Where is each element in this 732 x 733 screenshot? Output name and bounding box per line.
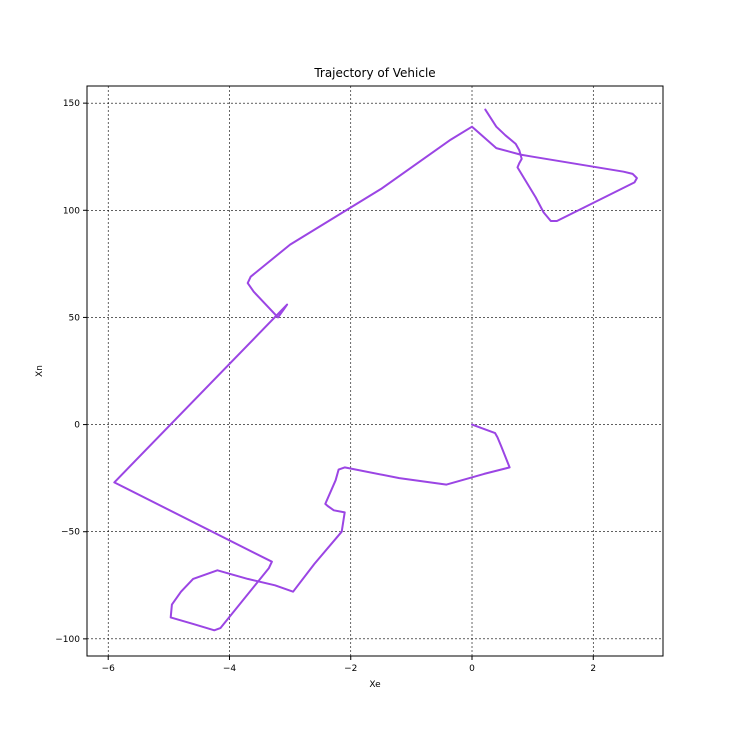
y-axis-label: Xn xyxy=(35,365,45,377)
axis-ticks: −6 −4 −2 0 2 −100 −50 0 50 100 150 xyxy=(55,99,596,674)
plot-area xyxy=(87,86,663,656)
x-tick-label: −4 xyxy=(223,664,237,674)
chart-title: Trajectory of Vehicle xyxy=(313,66,435,80)
plot-frame xyxy=(86,85,664,657)
trajectory-line xyxy=(113,108,638,632)
x-tick-label: −2 xyxy=(344,664,357,674)
series-layer xyxy=(113,108,638,632)
y-tick-label: 50 xyxy=(69,313,81,323)
y-tick-label: 150 xyxy=(63,99,80,109)
y-tick-label: 100 xyxy=(63,206,80,216)
x-tick-label: −6 xyxy=(102,664,116,674)
x-tick-label: 2 xyxy=(590,664,596,674)
x-tick-label: 0 xyxy=(469,664,475,674)
grid-lines xyxy=(87,86,663,656)
y-tick-label: 0 xyxy=(74,421,80,431)
y-tick-label: −100 xyxy=(55,635,80,645)
y-tick-label: −50 xyxy=(61,528,80,538)
x-axis-label: Xe xyxy=(369,680,381,690)
